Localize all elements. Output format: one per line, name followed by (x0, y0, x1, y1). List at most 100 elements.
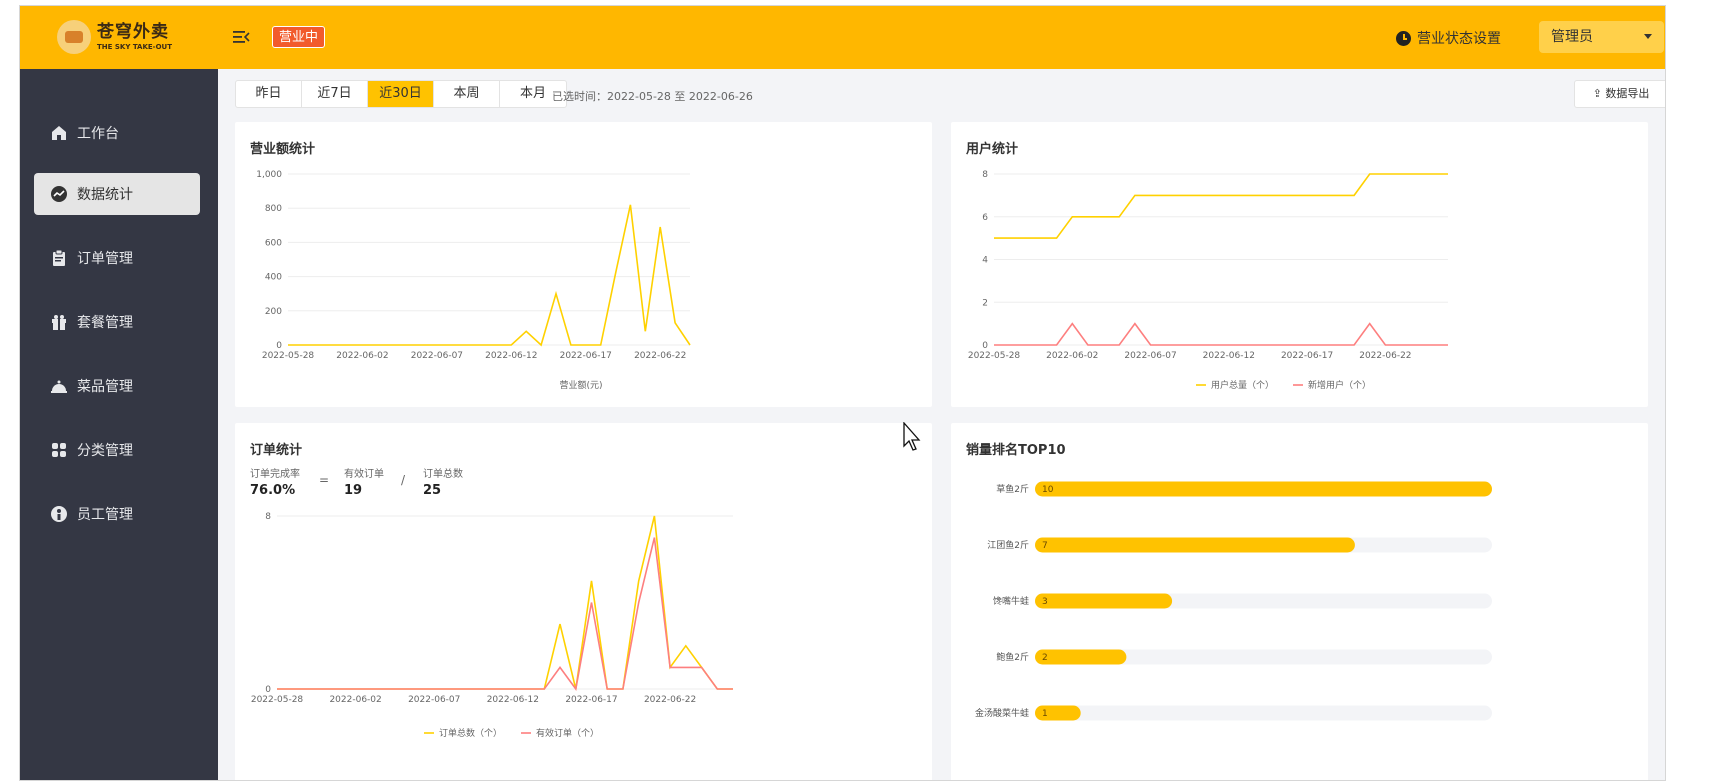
completion-rate-value: 76.0% (250, 483, 296, 498)
sidebar-item-label: 员工管理 (77, 507, 133, 523)
x-tick-label: 2022-06-07 (1124, 351, 1176, 361)
bar (1035, 593, 1173, 609)
shop-status-setting-label: 营业状态设置 (1417, 31, 1501, 47)
y-tick-label: 2 (982, 298, 988, 308)
main-content: 昨日 近7日 近30日 本周 本月 已选时间：2022-05-28 至 2022… (218, 69, 1665, 780)
divide-sign: / (401, 473, 406, 487)
bar (1035, 537, 1355, 553)
top10-title: 销量排名TOP10 (966, 443, 1066, 458)
category-label: 鲍鱼2斤 (996, 651, 1029, 663)
tab-this-week[interactable]: 本周 (434, 81, 500, 107)
legend-label: 有效订单（个） (536, 727, 599, 739)
bar-track (1035, 705, 1492, 721)
selected-date-range: 已选时间：2022-05-28 至 2022-06-26 (552, 90, 753, 103)
x-tick-label: 2022-06-12 (487, 695, 539, 705)
y-tick-label: 8 (982, 170, 988, 180)
business-status-badge: 营业中 (272, 26, 326, 48)
legend-label: 订单总数（个） (439, 727, 502, 739)
total-orders-label: 订单总数 (423, 469, 463, 480)
home-icon (52, 126, 66, 140)
top10-chart: 草鱼2斤 10 江团鱼2斤 7 馋嘴牛蛙 3 鲍鱼2斤 2 金汤酸菜牛蛙 1 (975, 481, 1492, 721)
x-tick-label: 2022-06-22 (644, 695, 696, 705)
y-tick-label: 0 (265, 685, 271, 695)
tab-last-7-days[interactable]: 近7日 (302, 81, 368, 107)
sidebar-item-dishes[interactable]: 菜品管理 (34, 365, 200, 407)
x-tick-label: 2022-05-28 (251, 695, 304, 705)
series-line-2-0 (277, 515, 733, 690)
x-tick-label: 2022-06-02 (336, 351, 388, 361)
x-tick-label: 2022-06-12 (485, 351, 537, 361)
shop-status-setting-link[interactable]: 营业状态设置 (1396, 28, 1501, 48)
user-card: 用户统计 0 2 4 6 8 2022-05-28 2022-06-02 2022-06-07… (951, 122, 1648, 407)
bar (1035, 649, 1127, 665)
logo-text: 苍穹外卖 THE SKY TAKE-OUT (97, 21, 172, 51)
tab-yesterday[interactable]: 昨日 (236, 81, 302, 107)
y-tick-label: 200 (265, 307, 282, 317)
order-card: 订单统计 订单完成率 76.0% = 有效订单 19 / 订单总数 25 0 8 2… (235, 423, 932, 780)
dish-icon (51, 380, 67, 393)
user-chart: 0 2 4 6 8 2022-05-28 2022-06-02 2022-06-07 2022-… (968, 170, 1448, 391)
turnover-chart: 0 200 400 600 800 1,000 2022-05-28 2022-06-02 20… (256, 170, 691, 391)
y-tick-label: 400 (265, 273, 282, 283)
x-tick-label: 2022-06-22 (634, 351, 686, 361)
user-title: 用户统计 (966, 142, 1019, 157)
bar-value-label: 3 (1042, 597, 1048, 607)
person-icon (51, 506, 67, 522)
sidebar-item-label: 数据统计 (77, 187, 133, 203)
y-tick-label: 800 (265, 204, 282, 214)
sidebar-item-category[interactable]: 分类管理 (34, 429, 200, 471)
order-chart: 0 8 2022-05-28 2022-06-02 2022-06-07 2022-06-… (251, 512, 733, 739)
y-tick-label: 0 (276, 341, 282, 351)
x-tick-label: 2022-06-07 (411, 351, 463, 361)
tab-last-30-days[interactable]: 近30日 (368, 81, 434, 107)
x-axis-label: 营业额(元) (559, 379, 602, 391)
sidebar-item-workbench[interactable]: 工作台 (34, 112, 200, 154)
admin-dropdown[interactable]: 管理员 (1539, 21, 1664, 53)
x-tick-label: 2022-05-28 (262, 351, 315, 361)
export-icon: ⇪ (1592, 87, 1602, 100)
series-line-1-0 (994, 173, 1448, 239)
export-button[interactable]: ⇪ 数据导出 (1574, 80, 1665, 108)
logo-main-text: 苍穹外卖 (97, 21, 169, 42)
valid-orders: 有效订单 19 (344, 465, 384, 498)
bar-value-label: 10 (1042, 485, 1054, 495)
turnover-card: 营业额统计 0 200 400 600 800 1,000 2022-05-28 2022-0… (235, 122, 932, 407)
valid-orders-value: 19 (344, 483, 363, 498)
x-tick-label: 2022-06-22 (1359, 351, 1411, 361)
x-tick-label: 2022-06-02 (1046, 351, 1098, 361)
admin-label: 管理员 (1551, 29, 1593, 45)
x-tick-label: 2022-06-17 (560, 351, 612, 361)
y-tick-label: 600 (265, 238, 282, 248)
clock-icon (1396, 30, 1411, 46)
sidebar-item-statistics[interactable]: 数据统计 (34, 173, 200, 215)
app-frame: 苍穹外卖 THE SKY TAKE-OUT 营业中 营业状态设置 管理员 工作台… (19, 5, 1666, 781)
menu-toggle-icon[interactable] (232, 28, 250, 46)
x-tick-label: 2022-06-02 (329, 695, 381, 705)
tab-this-month[interactable]: 本月 (519, 86, 546, 101)
series-line-2-1 (277, 537, 733, 691)
turnover-title: 营业额统计 (250, 142, 316, 157)
category-label: 草鱼2斤 (996, 483, 1029, 495)
sidebar-item-label: 分类管理 (77, 443, 133, 459)
sidebar-item-setmeal[interactable]: 套餐管理 (34, 301, 200, 343)
gift-icon (52, 315, 66, 330)
y-tick-label: 4 (982, 256, 988, 266)
bar-value-label: 2 (1042, 653, 1048, 663)
top-header: 苍穹外卖 THE SKY TAKE-OUT 营业中 营业状态设置 管理员 (20, 6, 1665, 69)
completion-rate-label: 订单完成率 (250, 469, 300, 480)
sidebar-item-employees[interactable]: 员工管理 (34, 493, 200, 535)
y-tick-label: 1,000 (256, 170, 282, 180)
equals-sign: = (319, 473, 330, 487)
sidebar-item-label: 菜品管理 (77, 379, 133, 395)
x-tick-label: 2022-06-07 (408, 695, 460, 705)
sidebar-item-label: 套餐管理 (77, 315, 133, 331)
category-label: 金汤酸菜牛蛙 (975, 707, 1029, 719)
series-line-1-1 (994, 322, 1448, 346)
logo-icon (57, 20, 91, 54)
sidebar-item-orders[interactable]: 订单管理 (34, 237, 200, 279)
sidebar-item-label: 工作台 (77, 126, 119, 142)
legend-label: 用户总量（个） (1211, 379, 1274, 391)
category-label: 江团鱼2斤 (987, 539, 1029, 551)
category-label: 馋嘴牛蛙 (993, 595, 1029, 607)
order-title: 订单统计 (250, 443, 303, 458)
